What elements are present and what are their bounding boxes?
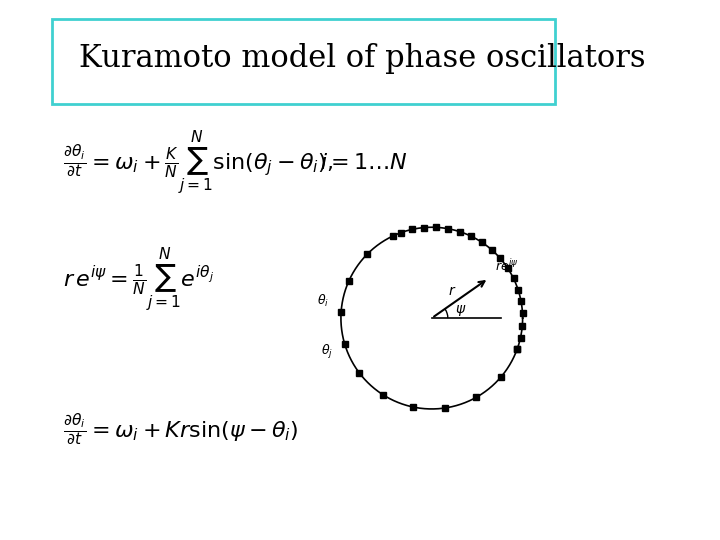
Text: $\psi$: $\psi$ [456,302,467,318]
Text: $\frac{\partial\theta_i}{\partial t} = \omega_i + Kr\sin(\psi - \theta_i)$: $\frac{\partial\theta_i}{\partial t} = \… [63,412,299,448]
Text: $\theta_j$: $\theta_j$ [321,343,333,361]
Text: Kuramoto model of phase oscillators: Kuramoto model of phase oscillators [79,43,646,75]
Text: $i = 1\ldots N$: $i = 1\ldots N$ [320,152,408,174]
Text: $\theta_i$: $\theta_i$ [317,293,329,309]
Text: $\frac{\partial\theta_i}{\partial t} = \omega_i + \frac{K}{N}\sum_{j=1}^{N}\sin(: $\frac{\partial\theta_i}{\partial t} = \… [63,130,333,197]
Text: $r\,e^{i\psi} = \frac{1}{N}\sum_{j=1}^{N} e^{i\theta_j}$: $r\,e^{i\psi} = \frac{1}{N}\sum_{j=1}^{N… [63,247,215,314]
Text: $re^{i\psi}$: $re^{i\psi}$ [495,258,519,274]
Text: $r$: $r$ [448,284,456,298]
FancyBboxPatch shape [53,19,554,104]
